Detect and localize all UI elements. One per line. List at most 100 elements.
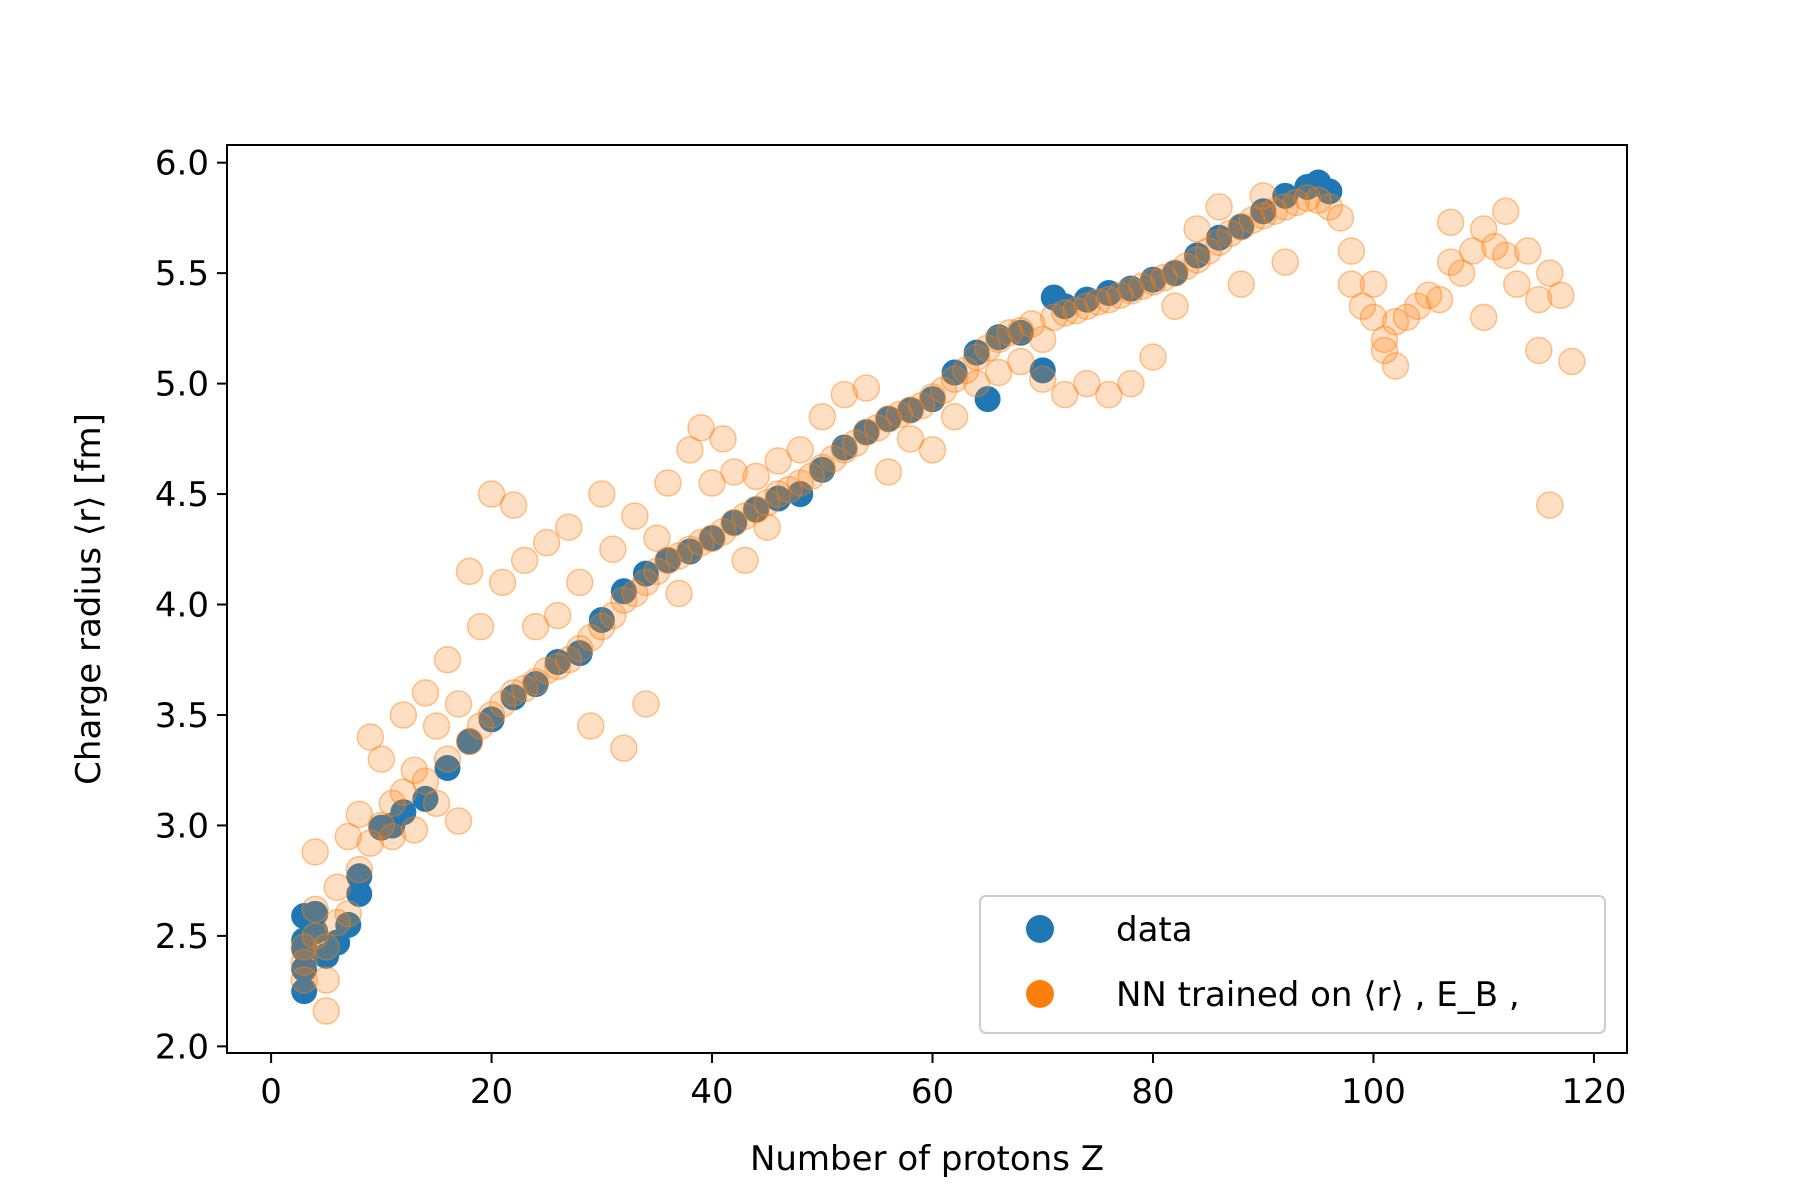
nn-point [665, 542, 693, 570]
nn-point [510, 674, 539, 703]
nn-point [929, 376, 958, 404]
nn-point [841, 429, 870, 457]
nn-point [753, 513, 781, 541]
data-point [1095, 280, 1122, 307]
nn-point [731, 502, 759, 530]
nn-point [1359, 270, 1388, 298]
nn-point [1006, 316, 1035, 345]
nn-point [566, 568, 594, 597]
nn-point [1040, 303, 1068, 332]
nn-point [433, 646, 462, 674]
nn-point [1480, 232, 1509, 261]
y-tick-label: 6.0 [155, 144, 209, 184]
legend-box [979, 895, 1606, 1034]
nn-point [1205, 228, 1233, 256]
data-point [1272, 182, 1299, 209]
nn-point [1183, 215, 1211, 243]
nn-point [389, 778, 418, 807]
nn-point [554, 646, 583, 674]
nn-point [312, 933, 340, 961]
nn-point [808, 402, 837, 431]
nn-point [1392, 303, 1421, 332]
nn-point [1139, 343, 1167, 371]
nn-point [577, 623, 605, 652]
data-point [544, 648, 571, 675]
y-tick-label: 3.5 [155, 696, 209, 736]
plot-series [290, 169, 1586, 1025]
nn-point [885, 400, 914, 429]
nn-point [896, 396, 925, 424]
nn-point [444, 807, 473, 835]
y-tick-label: 5.5 [155, 254, 209, 294]
nn-point [676, 535, 704, 564]
data-point [1206, 224, 1233, 251]
nn-point [301, 838, 329, 866]
data-point [743, 496, 770, 523]
nn-point [422, 789, 451, 818]
nn-point [984, 358, 1013, 387]
nn-point [433, 745, 462, 773]
nn-point [1436, 248, 1465, 276]
nn-point [1249, 201, 1277, 230]
nn-point [588, 480, 616, 508]
nn-point [698, 524, 726, 552]
nn-point [488, 568, 517, 597]
nn-point [632, 568, 660, 597]
nn-point [1503, 270, 1531, 298]
data-point [291, 978, 318, 1005]
x-tick-label: 40 [690, 1072, 733, 1112]
nn-point [621, 502, 649, 530]
nn-point [797, 462, 826, 491]
y-tick-label: 2.0 [155, 1027, 209, 1067]
nn-point [786, 436, 814, 464]
y-tick-label: 4.0 [155, 586, 209, 626]
nn-point [1370, 325, 1399, 354]
data-point [1228, 213, 1255, 240]
nn-point [775, 475, 803, 504]
data-point [919, 386, 946, 413]
nn-point [808, 453, 837, 482]
nn-point [1249, 182, 1277, 210]
x-tick-label: 20 [470, 1072, 513, 1112]
nn-point [1150, 263, 1178, 292]
nn-point [1106, 281, 1134, 309]
legend-marker-data [1026, 915, 1054, 943]
nn-point [532, 657, 561, 685]
nn-point [1359, 303, 1388, 332]
nn-point [1514, 237, 1542, 265]
nn-point [1062, 296, 1090, 325]
nn-point [1326, 204, 1355, 232]
nn-point [477, 480, 506, 508]
x-tick-label: 80 [1131, 1072, 1174, 1112]
nn-point [367, 745, 396, 773]
data-point [412, 785, 439, 812]
nn-point [588, 612, 616, 641]
nn-point [356, 723, 385, 751]
nn-point [1414, 281, 1443, 309]
nn-point [422, 712, 451, 740]
nn-point [1084, 288, 1112, 316]
nn-point [1095, 380, 1123, 409]
nn-point [863, 414, 892, 442]
nn-point [312, 966, 340, 994]
data-point [478, 706, 505, 733]
nn-point [1028, 365, 1057, 393]
x-tick-label: 0 [260, 1072, 282, 1112]
nn-point [720, 458, 748, 486]
nn-point [1172, 252, 1200, 281]
nn-point [455, 727, 484, 756]
nn-point [345, 855, 374, 884]
nn-point [610, 734, 638, 762]
data-point [1316, 178, 1343, 205]
nn-point [301, 922, 329, 950]
data-point [434, 755, 461, 782]
nn-point [1337, 270, 1366, 298]
data-point [699, 525, 726, 552]
nn-point [1469, 303, 1498, 332]
nn-point [521, 668, 550, 696]
nn-point [907, 391, 936, 420]
nn-point [731, 546, 759, 575]
nn-point [984, 325, 1013, 354]
legend-label-data: data [1116, 910, 1193, 950]
data-point [522, 671, 549, 698]
